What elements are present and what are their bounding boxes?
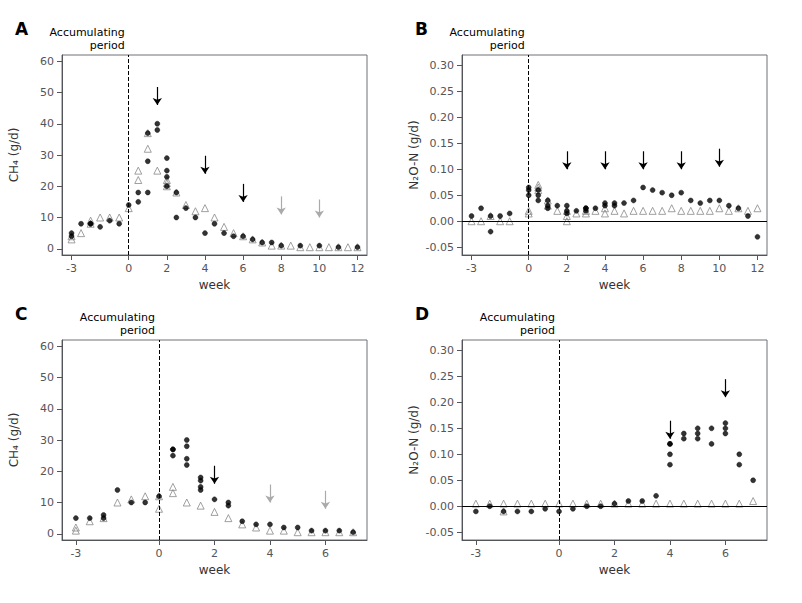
svg-text:-3: -3 bbox=[466, 262, 477, 275]
svg-text:CH₄ (g/d): CH₄ (g/d) bbox=[7, 413, 21, 468]
svg-text:4: 4 bbox=[666, 547, 673, 560]
svg-text:2: 2 bbox=[211, 547, 218, 560]
svg-text:0.30: 0.30 bbox=[430, 344, 455, 357]
svg-text:30: 30 bbox=[40, 149, 54, 162]
svg-text:20: 20 bbox=[40, 465, 54, 478]
svg-text:week: week bbox=[599, 278, 631, 292]
svg-text:0: 0 bbox=[47, 242, 54, 255]
svg-text:0: 0 bbox=[156, 547, 163, 560]
svg-text:12: 12 bbox=[750, 262, 764, 275]
svg-text:12: 12 bbox=[350, 262, 364, 275]
svg-text:40: 40 bbox=[40, 402, 54, 415]
svg-text:period: period bbox=[490, 39, 525, 52]
svg-text:C: C bbox=[15, 304, 27, 324]
svg-text:0.15: 0.15 bbox=[430, 422, 455, 435]
svg-text:0: 0 bbox=[47, 527, 54, 540]
svg-text:2: 2 bbox=[163, 262, 170, 275]
svg-text:0.20: 0.20 bbox=[430, 396, 455, 409]
svg-text:Accumulating: Accumulating bbox=[480, 311, 555, 324]
svg-text:-0.05: -0.05 bbox=[426, 241, 454, 254]
svg-text:4: 4 bbox=[266, 547, 273, 560]
svg-text:0.00: 0.00 bbox=[430, 215, 455, 228]
svg-text:week: week bbox=[599, 563, 631, 577]
svg-text:10: 10 bbox=[40, 211, 54, 224]
svg-text:N₂O-N (g/d): N₂O-N (g/d) bbox=[407, 120, 421, 189]
svg-text:B: B bbox=[415, 19, 428, 39]
svg-text:-3: -3 bbox=[70, 547, 81, 560]
svg-text:0.00: 0.00 bbox=[430, 500, 455, 513]
svg-text:0.05: 0.05 bbox=[430, 474, 455, 487]
svg-text:Accumulating: Accumulating bbox=[50, 26, 125, 39]
svg-text:10: 10 bbox=[712, 262, 726, 275]
svg-text:week: week bbox=[199, 278, 231, 292]
svg-text:50: 50 bbox=[40, 86, 54, 99]
svg-text:6: 6 bbox=[322, 547, 329, 560]
svg-text:0: 0 bbox=[556, 547, 563, 560]
svg-text:0: 0 bbox=[125, 262, 132, 275]
svg-text:8: 8 bbox=[278, 262, 285, 275]
svg-text:CH₄ (g/d): CH₄ (g/d) bbox=[7, 128, 21, 183]
svg-text:60: 60 bbox=[40, 340, 54, 353]
svg-text:6: 6 bbox=[240, 262, 247, 275]
svg-text:Accumulating: Accumulating bbox=[80, 311, 155, 324]
svg-text:-0.05: -0.05 bbox=[426, 526, 454, 539]
svg-text:40: 40 bbox=[40, 117, 54, 130]
svg-text:0.15: 0.15 bbox=[430, 137, 455, 150]
svg-text:60: 60 bbox=[40, 55, 54, 68]
svg-text:-3: -3 bbox=[470, 547, 481, 560]
svg-text:20: 20 bbox=[40, 180, 54, 193]
svg-text:week: week bbox=[199, 563, 231, 577]
svg-text:6: 6 bbox=[640, 262, 647, 275]
svg-text:Accumulating: Accumulating bbox=[450, 26, 525, 39]
svg-text:4: 4 bbox=[601, 262, 608, 275]
svg-text:period: period bbox=[520, 324, 555, 337]
svg-text:N₂O-N (g/d): N₂O-N (g/d) bbox=[407, 405, 421, 474]
svg-text:2: 2 bbox=[563, 262, 570, 275]
svg-text:6: 6 bbox=[722, 547, 729, 560]
svg-text:0: 0 bbox=[525, 262, 532, 275]
svg-text:A: A bbox=[15, 19, 29, 39]
svg-text:10: 10 bbox=[40, 496, 54, 509]
svg-text:period: period bbox=[90, 39, 125, 52]
svg-text:0.05: 0.05 bbox=[430, 189, 455, 202]
svg-text:2: 2 bbox=[611, 547, 618, 560]
svg-text:period: period bbox=[120, 324, 155, 337]
svg-text:0.25: 0.25 bbox=[430, 85, 455, 98]
svg-text:D: D bbox=[415, 304, 429, 324]
svg-text:4: 4 bbox=[201, 262, 208, 275]
svg-text:30: 30 bbox=[40, 434, 54, 447]
svg-text:8: 8 bbox=[678, 262, 685, 275]
svg-text:50: 50 bbox=[40, 371, 54, 384]
svg-text:0.20: 0.20 bbox=[430, 111, 455, 124]
svg-text:0.10: 0.10 bbox=[430, 163, 455, 176]
svg-text:0.25: 0.25 bbox=[430, 370, 455, 383]
svg-text:-3: -3 bbox=[66, 262, 77, 275]
svg-text:10: 10 bbox=[312, 262, 326, 275]
svg-text:0.30: 0.30 bbox=[430, 59, 455, 72]
svg-text:0.10: 0.10 bbox=[430, 448, 455, 461]
